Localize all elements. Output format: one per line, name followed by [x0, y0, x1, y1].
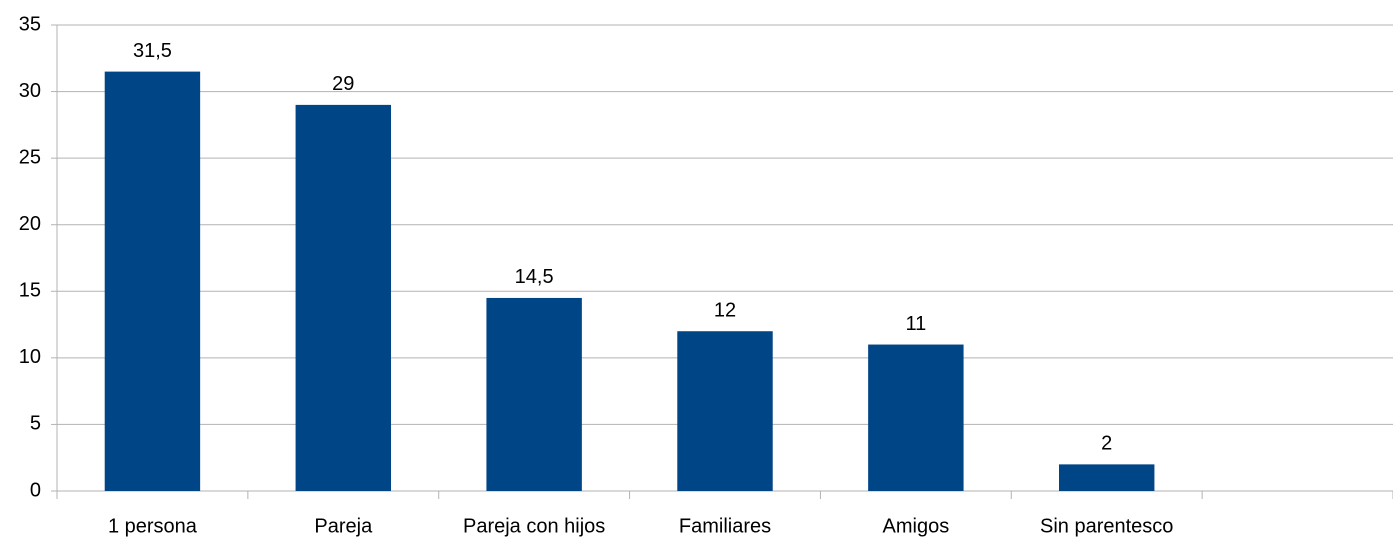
y-tick-label: 10 [19, 346, 41, 368]
data-label: 11 [905, 313, 926, 335]
x-tick-label: Pareja con hijos [463, 515, 605, 537]
x-tick-label: 1 persona [108, 515, 198, 537]
data-label: 12 [714, 300, 736, 322]
x-tick-label: Familiares [679, 515, 771, 537]
bar [295, 104, 391, 491]
y-tick-label: 5 [30, 413, 41, 435]
data-label: 31,5 [133, 40, 172, 62]
y-tick-label: 20 [19, 213, 41, 235]
data-label: 2 [1101, 433, 1112, 455]
y-tick-label: 0 [30, 479, 41, 501]
data-label: 14,5 [515, 266, 554, 288]
x-tick-label: Amigos [883, 515, 950, 537]
y-tick-label: 15 [19, 280, 41, 302]
bar [677, 331, 773, 491]
x-tick-label: Pareja [314, 515, 373, 537]
y-tick-label: 35 [19, 13, 41, 35]
bar [104, 71, 201, 491]
x-tick-label: Sin parentesco [1040, 515, 1173, 537]
y-tick-label: 30 [19, 80, 41, 102]
bar [486, 297, 582, 491]
bar [1059, 464, 1155, 491]
data-label: 29 [332, 73, 354, 95]
bar [868, 344, 964, 491]
y-tick-label: 25 [19, 146, 41, 168]
